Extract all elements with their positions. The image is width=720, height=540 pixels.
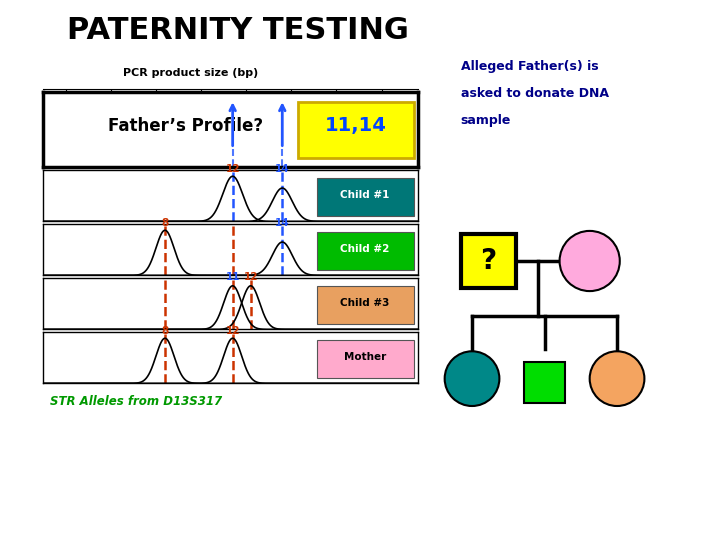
Text: asked to donate DNA: asked to donate DNA [461,87,609,100]
FancyBboxPatch shape [317,178,414,216]
Text: sample: sample [461,114,511,127]
FancyBboxPatch shape [317,232,414,270]
Text: Child #1: Child #1 [341,190,390,200]
Text: PCR product size (bp): PCR product size (bp) [123,68,258,78]
Text: 12: 12 [225,326,240,336]
Text: PATERNITY TESTING: PATERNITY TESTING [67,16,408,45]
Circle shape [590,352,644,406]
Text: 11: 11 [225,272,240,282]
Text: Child #3: Child #3 [341,298,390,308]
Text: 11,14: 11,14 [325,116,387,136]
Text: 8: 8 [161,218,168,228]
FancyBboxPatch shape [317,340,414,378]
Text: 14: 14 [275,218,289,228]
Text: 12: 12 [225,164,240,174]
FancyBboxPatch shape [298,102,414,158]
Text: Child #2: Child #2 [341,244,390,254]
Circle shape [445,352,500,406]
Text: Mother: Mother [344,352,387,362]
Text: Father’s Profile?: Father’s Profile? [108,117,263,135]
Text: 14: 14 [275,164,289,174]
FancyBboxPatch shape [317,286,414,324]
Circle shape [559,231,620,291]
Text: STR Alleles from D13S317: STR Alleles from D13S317 [50,395,222,408]
Text: 12: 12 [243,272,258,282]
Text: Alleged Father(s) is: Alleged Father(s) is [461,60,598,73]
Text: 8: 8 [161,326,168,336]
Bar [524,362,565,403]
Bar [461,234,516,288]
Text: ?: ? [480,247,497,275]
